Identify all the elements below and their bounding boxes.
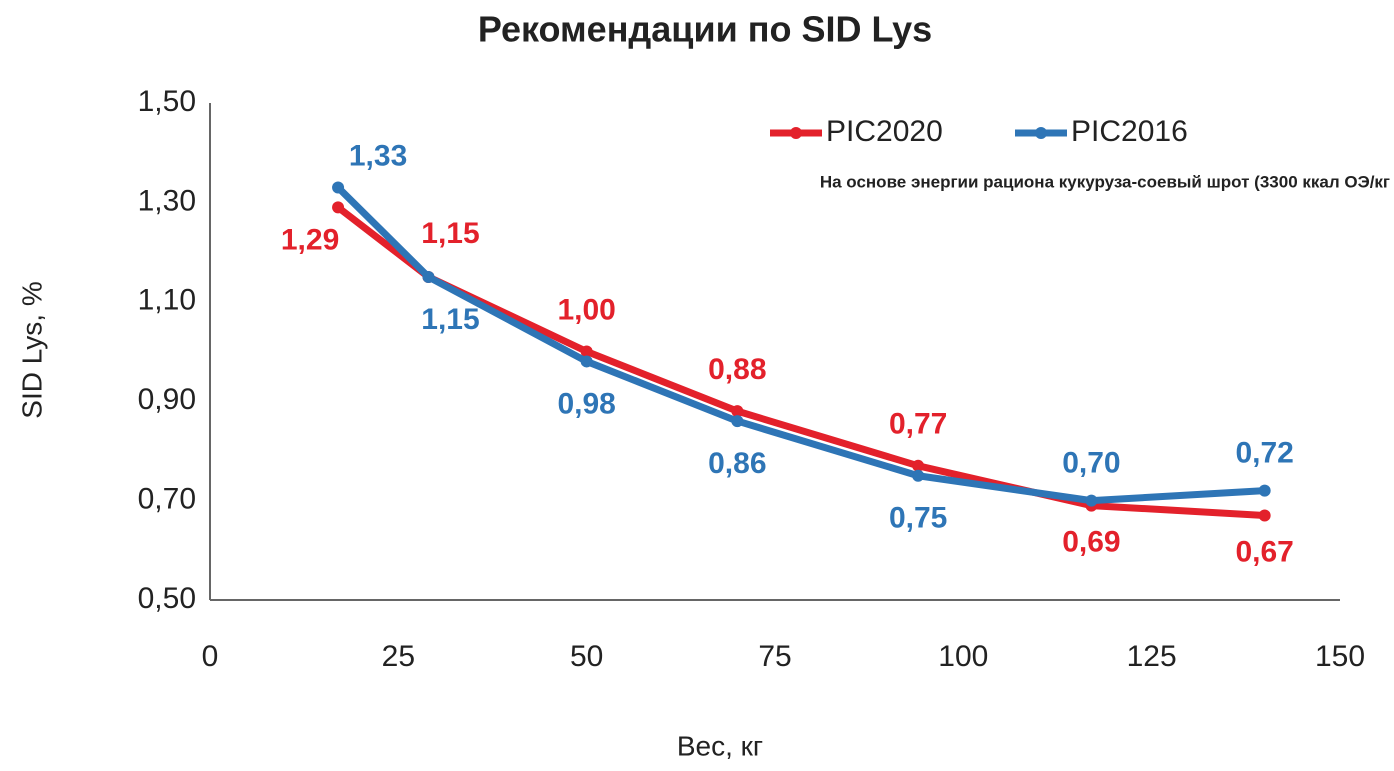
point bbox=[332, 181, 345, 194]
point bbox=[332, 201, 345, 214]
x-tick-label: 150 bbox=[1315, 640, 1365, 673]
data-label: 0,88 bbox=[708, 353, 766, 386]
data-label: 0,69 bbox=[1062, 525, 1120, 558]
x-tick-label: 25 bbox=[382, 640, 415, 673]
data-label: 1,33 bbox=[349, 139, 407, 172]
x-tick-label: 125 bbox=[1127, 640, 1177, 673]
point bbox=[422, 270, 435, 283]
x-tick-label: 75 bbox=[758, 640, 791, 673]
data-label: 0,98 bbox=[557, 387, 615, 420]
data-label: 1,15 bbox=[421, 303, 479, 336]
y-axis-title: SID Lys, % bbox=[16, 281, 47, 418]
legend-marker bbox=[1035, 127, 1047, 139]
point bbox=[731, 405, 744, 418]
data-label: 0,86 bbox=[708, 447, 766, 480]
point bbox=[912, 469, 925, 482]
data-label: 0,77 bbox=[889, 408, 947, 441]
point bbox=[580, 355, 593, 368]
point bbox=[912, 459, 925, 472]
point bbox=[731, 415, 744, 428]
legend-marker bbox=[790, 127, 802, 139]
series-line bbox=[334, 203, 1269, 520]
data-label: 0,67 bbox=[1235, 535, 1293, 568]
point bbox=[1258, 509, 1271, 522]
y-tick-label: 1,10 bbox=[138, 284, 196, 317]
point bbox=[1258, 484, 1271, 497]
data-label: 1,00 bbox=[557, 293, 615, 326]
annotation: На основе энергии рациона кукуруза-соевы… bbox=[820, 172, 1390, 191]
data-label: 1,15 bbox=[421, 217, 479, 250]
x-tick-label: 0 bbox=[202, 640, 219, 673]
legend-label: PIC2016 bbox=[1071, 115, 1188, 148]
data-label: 0,75 bbox=[889, 502, 947, 535]
x-tick-label: 100 bbox=[938, 640, 988, 673]
y-tick-label: 1,30 bbox=[138, 184, 196, 217]
point bbox=[580, 345, 593, 358]
y-tick-label: 0,90 bbox=[138, 383, 196, 416]
point bbox=[1085, 494, 1098, 507]
chart-title: Рекомендации по SID Lys bbox=[478, 9, 932, 50]
x-tick-label: 50 bbox=[570, 640, 603, 673]
legend-label: PIC2020 bbox=[826, 115, 943, 148]
x-axis-title: Вес, кг bbox=[677, 730, 763, 761]
data-label: 1,29 bbox=[281, 223, 339, 256]
data-label: 0,70 bbox=[1062, 447, 1120, 480]
data-label: 0,72 bbox=[1235, 437, 1293, 470]
y-tick-label: 1,50 bbox=[138, 85, 196, 118]
y-tick-label: 0,50 bbox=[138, 582, 196, 615]
y-tick-label: 0,70 bbox=[138, 483, 196, 516]
